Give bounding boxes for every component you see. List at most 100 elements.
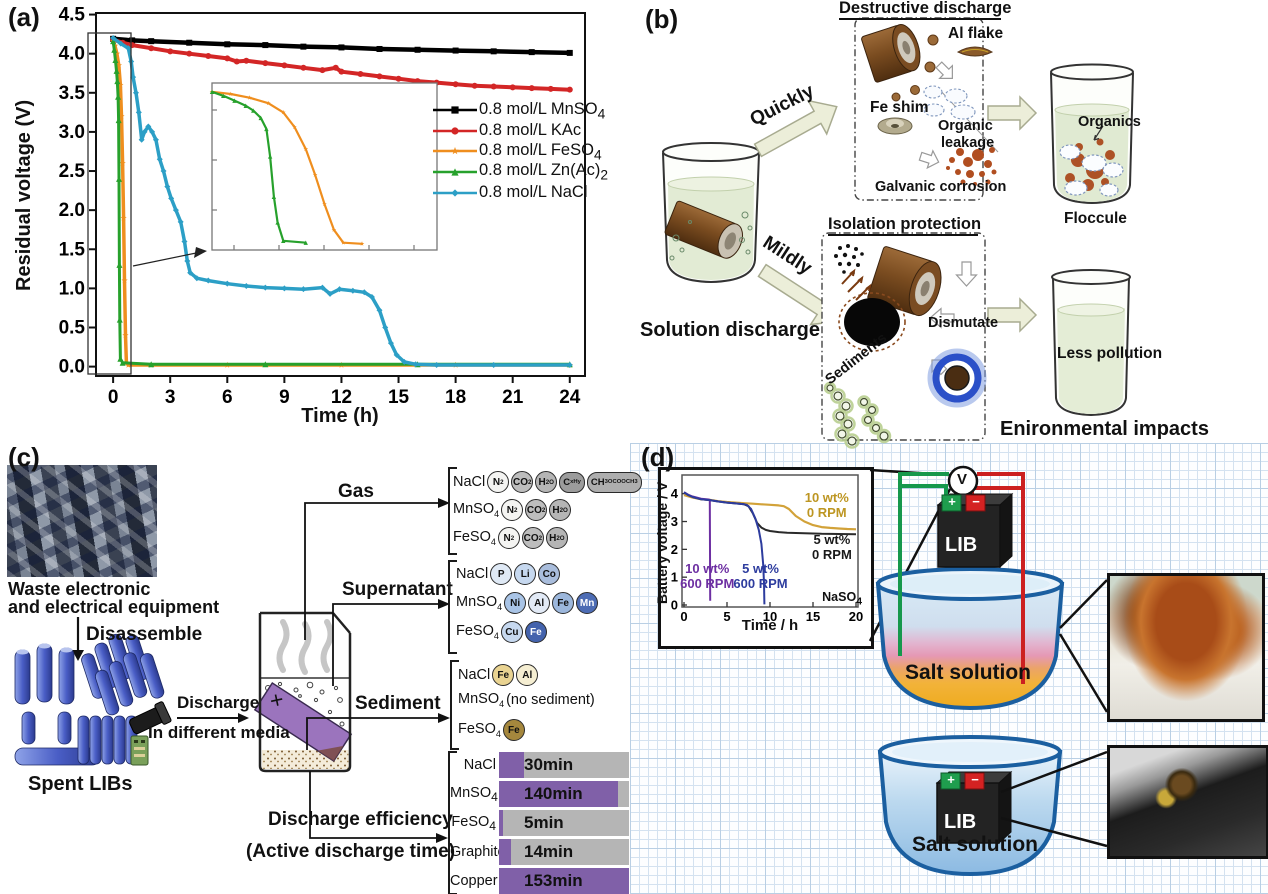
- species-badge: CO 2: [511, 471, 534, 493]
- small-arrow-icon: [935, 61, 953, 79]
- svg-text:21: 21: [502, 387, 524, 408]
- medium-label: FeSO4: [456, 623, 499, 641]
- svg-text:12: 12: [331, 387, 352, 408]
- disassemble-arrow-icon: [72, 617, 84, 661]
- organic-cloud-icons: [1059, 144, 1124, 197]
- panel-a-label: (a): [8, 2, 40, 32]
- organics-label: Organics: [1078, 114, 1141, 130]
- dismutate-label: Dismutate: [928, 315, 999, 331]
- svg-text:18: 18: [445, 387, 466, 408]
- supernatant-row: MnSO4 Ni Al Fe Mn: [456, 592, 599, 614]
- floccule-photo: [1107, 573, 1265, 722]
- discharge-beaker-icon: [253, 611, 353, 773]
- legend-label: 0.8 mol/L MnSO4: [479, 99, 606, 121]
- a-y-axis-title: Residual voltage (V): [13, 99, 35, 291]
- svg-text:3.5: 3.5: [59, 83, 86, 104]
- salt-solution-label-1: Salt solution: [905, 661, 1031, 684]
- svg-text:0: 0: [108, 387, 119, 408]
- salt-solution-bowl-1: [875, 567, 1065, 711]
- flow-arrow-icon: [987, 297, 1038, 333]
- species-badge: CO 2: [521, 527, 544, 549]
- svg-text:4.0: 4.0: [59, 44, 85, 65]
- svg-text:9: 9: [279, 387, 290, 408]
- svg-text:10: 10: [763, 609, 777, 624]
- species-badge: Mn: [576, 592, 599, 614]
- svg-text:0: 0: [680, 609, 687, 624]
- bar-fill: [499, 810, 504, 836]
- separator-ring-icon: [838, 292, 906, 352]
- bar-value-label: 140min: [524, 784, 583, 803]
- nasO4-note: NaSO4: [822, 590, 862, 608]
- lib-label-1: LIB: [945, 534, 978, 556]
- supernatant-row: FeSO4 Cu Fe: [456, 621, 547, 643]
- species-badge: Al: [516, 664, 539, 686]
- bar-track: 5min: [499, 810, 629, 836]
- legend-item: 0.8 mol/L MnSO4: [433, 100, 608, 121]
- disassemble-label: Disassemble: [86, 624, 203, 645]
- minus-terminal-label: −: [971, 772, 979, 787]
- destructive-discharge-box: [854, 17, 999, 201]
- chart-annotation: 10 wt% 600 RPM: [680, 561, 735, 592]
- legend-item: 0.8 mol/L NaCl: [433, 182, 608, 203]
- svg-text:20: 20: [849, 609, 863, 624]
- minus-terminal-label: −: [972, 494, 980, 509]
- bar-category-label: MnSO4: [450, 784, 498, 804]
- battery-cell-icon: [861, 24, 921, 83]
- medium-label: FeSO4: [453, 529, 496, 547]
- solution-discharge-beaker-icon: [662, 142, 760, 284]
- gas-label: Gas: [338, 481, 374, 502]
- media-label: In different media: [148, 723, 290, 742]
- quickly-arrow-icon: [753, 99, 838, 158]
- svg-text:1: 1: [671, 570, 678, 585]
- species-badge: Fe: [492, 664, 515, 686]
- svg-text:24: 24: [559, 387, 581, 408]
- flow-arrow-icon: [987, 95, 1038, 131]
- bar-track: 153min: [499, 868, 629, 894]
- bar-fill: [499, 868, 629, 894]
- waste-caption-1: Waste electronic: [8, 579, 151, 599]
- al-flake-label: Al flake: [948, 25, 1004, 42]
- a-x-axis-title: Time (h): [301, 405, 379, 427]
- bar-category-label: Graphite: [450, 844, 506, 860]
- floccule-beaker-icon: [1050, 63, 1134, 205]
- species-badge: H 2O: [535, 471, 558, 493]
- species-badge: Co: [538, 563, 561, 585]
- al-flake-icon: [956, 46, 994, 57]
- svg-text:0: 0: [671, 598, 678, 613]
- chart-legend: 0.8 mol/L MnSO4 0.8 mol/L KAc 0.8 mol/L Fe…: [433, 100, 608, 203]
- electrode-discs-icon: [891, 34, 939, 102]
- organic-cloud-icons: [923, 85, 976, 120]
- d-x-axis-title: Time / h: [741, 617, 799, 634]
- svg-text:1.5: 1.5: [59, 239, 86, 260]
- svg-text:4: 4: [671, 486, 679, 501]
- waste-caption-2: and electrical equipment: [8, 597, 220, 617]
- species-badge: Cu: [500, 621, 523, 643]
- species-badge: P: [490, 563, 513, 585]
- note-label: (no sediment): [506, 691, 595, 708]
- spent-libs-icons: [14, 633, 172, 766]
- svg-text:0.5: 0.5: [59, 317, 86, 338]
- bar-value-label: 14min: [524, 842, 574, 861]
- sediment-label: Sediment: [355, 693, 441, 714]
- organic-leakage-label-2: leakage: [941, 135, 995, 151]
- chart-annotation: 5 wt% 0 RPM: [812, 532, 852, 562]
- molecule-chain-icon: [823, 381, 892, 449]
- svg-text:3: 3: [671, 514, 678, 529]
- voltmeter-label: V: [957, 471, 968, 488]
- left-arrow-icon: [929, 307, 955, 329]
- svg-text:2.0: 2.0: [59, 200, 85, 221]
- less-pollution-label: Less pollution: [1057, 345, 1163, 362]
- supernatant-bracket: [448, 560, 457, 654]
- efficiency-bar-row: FeSO4 5min: [450, 810, 629, 836]
- fe-shim-icon: [877, 117, 913, 135]
- legend-item: 0.8 mol/L FeSO4: [433, 141, 608, 162]
- chart-annotation: 10 wt% 0 RPM: [804, 490, 849, 521]
- medium-label: MnSO4: [456, 594, 503, 612]
- svg-text:3.0: 3.0: [59, 122, 85, 143]
- svg-text:4.5: 4.5: [59, 5, 86, 26]
- species-badge: Fe: [524, 621, 547, 643]
- medium-label: FeSO4: [458, 721, 501, 739]
